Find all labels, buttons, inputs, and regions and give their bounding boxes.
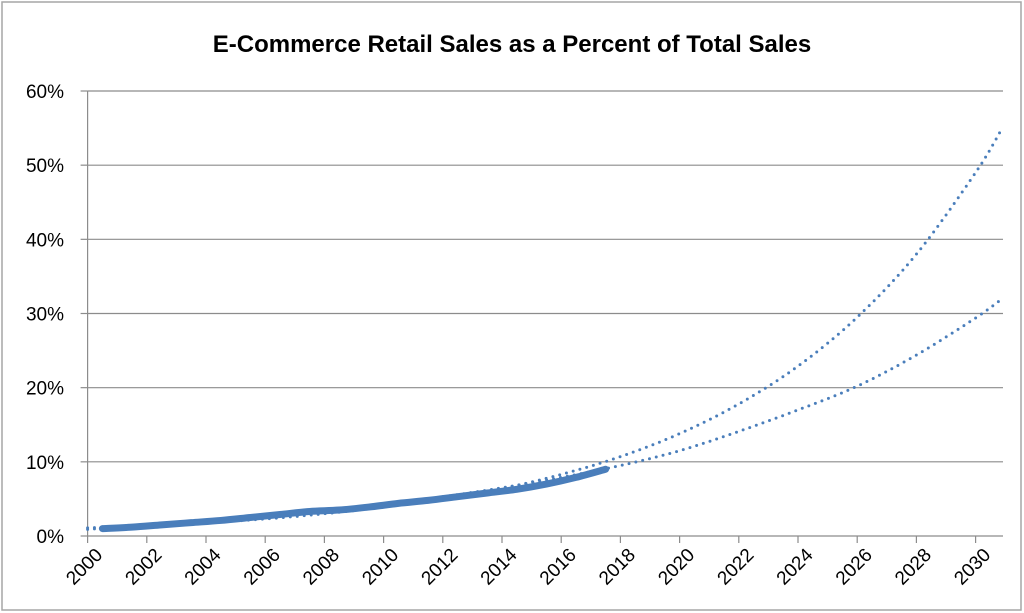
series-group xyxy=(86,126,1004,533)
y-tick-label: 30% xyxy=(26,305,64,326)
chart-title: E-Commerce Retail Sales as a Percent of … xyxy=(213,31,811,58)
y-tick-label: 20% xyxy=(26,379,64,400)
axes xyxy=(80,90,1003,543)
trendline-1 xyxy=(86,126,1004,530)
y-tick-label: 40% xyxy=(26,230,64,251)
y-tick-label: 50% xyxy=(26,156,64,177)
y-tick-label: 10% xyxy=(26,453,64,474)
y-tick-label: 0% xyxy=(37,527,65,548)
y-axis-labels: 0% 10% 20% 30% 40% 50% 60% xyxy=(26,82,64,548)
y-tick-label: 60% xyxy=(26,82,64,103)
gridlines xyxy=(87,90,1003,463)
data-series-line xyxy=(98,465,610,533)
